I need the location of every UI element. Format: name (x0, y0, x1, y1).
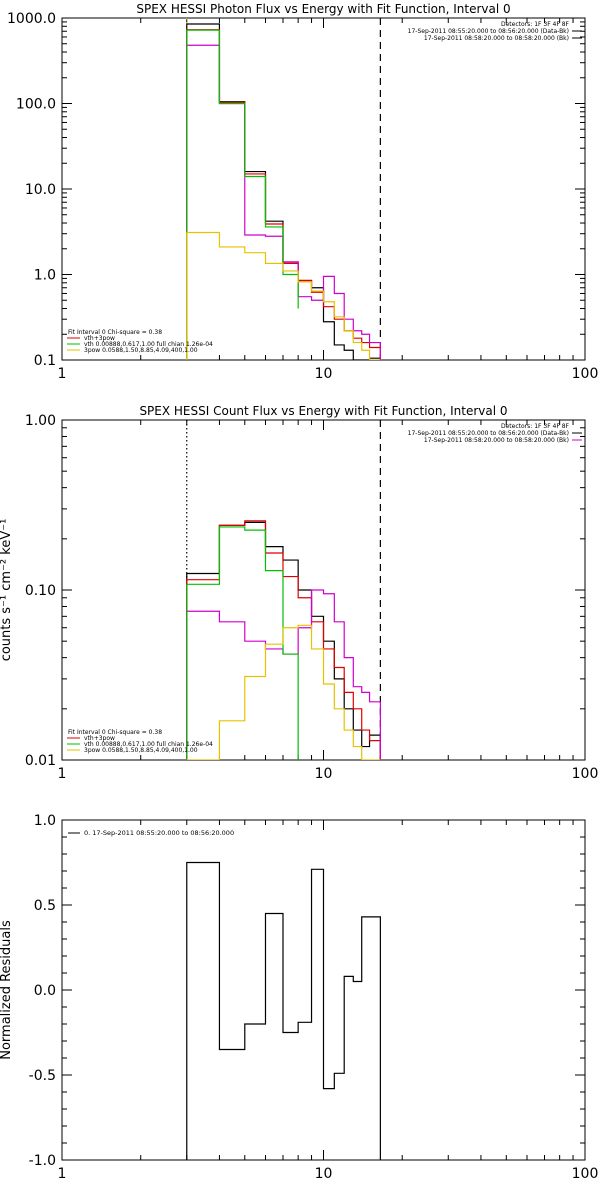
series-data-bk (186, 23, 381, 360)
x-tick-label: 100 (572, 766, 599, 782)
chart-panel-2: 1 10 100 -1.0 -0.5 0.0 0.5 1.0 Normalized Residu… (0, 813, 598, 1182)
y-tick-label: 0.0 (34, 983, 56, 999)
legend-top-entry: Detectors: 1F 3F 4F 8F (501, 423, 570, 430)
x-tick-label: 1 (58, 1166, 67, 1182)
y-axis-label: Normalized Residuals (0, 920, 14, 1060)
series-vth (186, 29, 299, 360)
x-tick-label: 1 (58, 766, 67, 782)
series-vth-3pow (186, 520, 381, 760)
chart-title: SPEX HESSI Count Flux vs Energy with Fit… (139, 404, 507, 418)
legend-top-entry: Detectors: 1F 3F 4F 8F (501, 21, 570, 28)
y-tick-label: 1.00 (25, 413, 56, 429)
series-vth (186, 526, 299, 760)
y-tick-label: 1.0 (34, 813, 56, 829)
x-tick-label: 100 (572, 366, 599, 382)
series-0-17-sep-2011-08-55-20-000-to-08-56-20-000 (186, 861, 381, 1160)
series-group (186, 23, 381, 360)
y-tick-label: -0.5 (29, 1068, 56, 1084)
x-tick-label: 100 (572, 1166, 599, 1182)
legend-bottom-entry: vth 0.00888,0.617,1.00 full chian 1.26e-… (84, 741, 213, 748)
series-3pow (186, 231, 381, 360)
legend-top-entry: 17-Sep-2011 08:55:20.000 to 08:56:20.000… (408, 430, 569, 437)
legend-bottom-entry: vth+3pow (84, 335, 115, 342)
y-axis-label: counts s⁻¹ cm⁻² keV⁻¹ (0, 519, 14, 662)
y-tick-label: 0.10 (25, 583, 56, 599)
legend-bottom-entry: Fit Interval 0 Chi-square = 0.38 (68, 729, 162, 736)
legend-top-entry: 17-Sep-2011 08:55:20.000 to 08:56:20.000… (408, 28, 569, 35)
series-group (186, 520, 381, 760)
series-3pow (186, 624, 381, 760)
y-tick-label: 0.01 (25, 753, 56, 769)
y-tick-label: -1.0 (29, 1153, 56, 1169)
legend-bottom-entry: 3pow 0.0588,1.50,8.85,4.09,400,1.00 (84, 747, 198, 754)
x-tick-label: 10 (315, 1166, 333, 1182)
series-bk (186, 589, 381, 760)
legend-top-entry: 17-Sep-2011 08:58:20.000 to 08:58:20.000… (424, 35, 569, 42)
legend-bottom-entry: Fit Interval 0 Chi-square = 0.38 (68, 329, 162, 336)
series-vth-3pow (186, 29, 381, 360)
y-tick-label: 100.0 (16, 97, 56, 113)
y-tick-label: 1.0 (34, 268, 56, 284)
x-tick-label: 10 (315, 366, 333, 382)
chart-panel-1: SPEX HESSI Count Flux vs Energy with Fit… (0, 404, 598, 782)
x-tick-label: 1 (58, 366, 67, 382)
series-group (186, 861, 381, 1160)
chart-title: SPEX HESSI Photon Flux vs Energy with Fi… (136, 2, 510, 16)
series-bk (186, 44, 381, 360)
legend-bottom-entry: 3pow 0.0588,1.50,8.85,4.09,400,1.00 (84, 347, 198, 354)
legend-top-entry: 17-Sep-2011 08:58:20.000 to 08:58:20.000… (424, 437, 569, 444)
y-tick-label: 1000.0 (7, 11, 56, 27)
chart-panel-0: SPEX HESSI Photon Flux vs Energy with Fi… (7, 2, 598, 382)
legend-bottom-entry: vth 0.00888,0.617,1.00 full chian 1.26e-… (84, 341, 213, 348)
legend-entry: 0. 17-Sep-2011 08:55:20.000 to 08:56:20.… (84, 829, 234, 837)
legend-bottom-entry: vth+3pow (84, 735, 115, 742)
y-tick-label: 0.1 (34, 353, 56, 369)
y-tick-label: 10.0 (25, 182, 56, 198)
y-tick-label: 0.5 (34, 898, 56, 914)
x-tick-label: 10 (315, 766, 333, 782)
